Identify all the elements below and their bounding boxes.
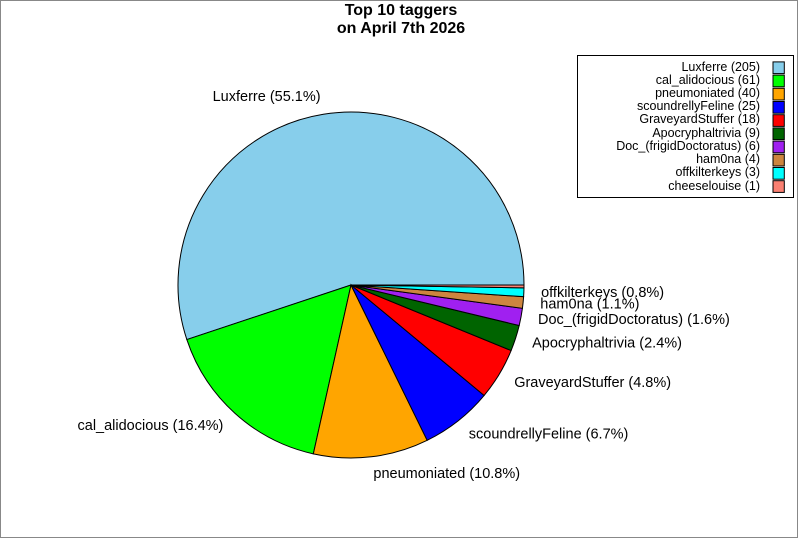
svg-text:cheeselouise (1): cheeselouise (1): [668, 179, 760, 193]
svg-text:ham0na (4): ham0na (4): [696, 152, 760, 166]
svg-text:Apocryphaltrivia (9): Apocryphaltrivia (9): [652, 126, 760, 140]
svg-text:Luxferre (205): Luxferre (205): [681, 60, 760, 74]
svg-text:GraveyardStuffer (18): GraveyardStuffer (18): [639, 112, 760, 126]
svg-text:scoundrellyFeline (25): scoundrellyFeline (25): [637, 99, 760, 113]
svg-text:GraveyardStuffer (4.8%): GraveyardStuffer (4.8%): [514, 375, 671, 391]
svg-text:Doc_(frigidDoctoratus) (1.6%): Doc_(frigidDoctoratus) (1.6%): [538, 312, 730, 328]
svg-text:cal_alidocious (61): cal_alidocious (61): [656, 73, 760, 87]
svg-text:Doc_(frigidDoctoratus) (6): Doc_(frigidDoctoratus) (6): [616, 139, 760, 153]
svg-text:Luxferre (55.1%): Luxferre (55.1%): [213, 89, 321, 105]
svg-text:pneumoniated (40): pneumoniated (40): [655, 86, 760, 100]
svg-text:cal_alidocious (16.4%): cal_alidocious (16.4%): [78, 418, 224, 434]
svg-text:offkilterkeys (0.8%): offkilterkeys (0.8%): [541, 285, 664, 301]
svg-text:pneumoniated (10.8%): pneumoniated (10.8%): [373, 466, 520, 482]
svg-text:offkilterkeys (3): offkilterkeys (3): [675, 165, 760, 179]
svg-text:scoundrellyFeline (6.7%): scoundrellyFeline (6.7%): [469, 427, 629, 443]
svg-text:Apocryphaltrivia (2.4%): Apocryphaltrivia (2.4%): [532, 336, 682, 352]
